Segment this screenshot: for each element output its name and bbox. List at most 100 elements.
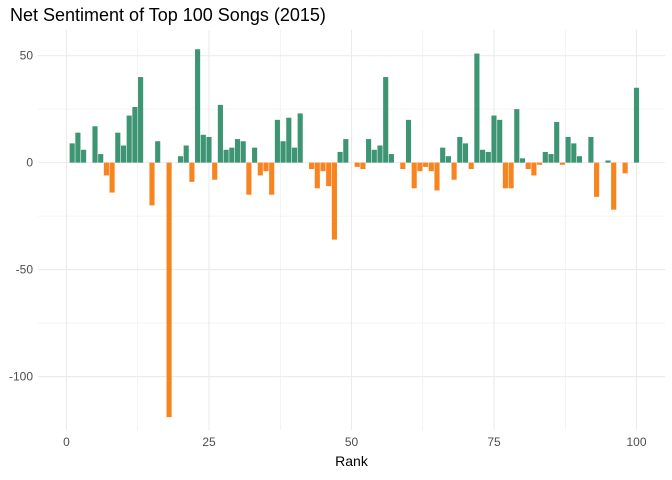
bar-rank-60	[405, 119, 412, 163]
bar-rank-59	[400, 162, 406, 170]
x-tick-label: 0	[63, 435, 70, 449]
bar-rank-15	[149, 162, 155, 206]
bar-rank-54	[371, 149, 377, 163]
bar-rank-33	[252, 147, 258, 163]
bar-rank-87	[559, 162, 565, 165]
bar-rank-74	[485, 151, 491, 163]
bar-rank-28	[223, 149, 229, 163]
bar-rank-24	[200, 134, 206, 163]
bar-rank-95	[605, 160, 611, 163]
bar-rank-18	[166, 162, 172, 418]
bar-rank-49	[343, 139, 349, 163]
bar-rank-73	[480, 149, 486, 163]
bar-rank-65	[434, 162, 440, 191]
bar-rank-39	[286, 117, 292, 163]
bar-rank-32	[246, 162, 252, 195]
bar-rank-22	[189, 162, 195, 182]
chart-title: Net Sentiment of Top 100 Songs (2015)	[10, 5, 326, 25]
bar-rank-82	[531, 162, 537, 176]
grid-lines	[38, 30, 665, 430]
bar-rank-83	[537, 162, 543, 165]
bar-rank-1	[69, 143, 75, 163]
bar-rank-92	[588, 136, 594, 163]
bar-rank-52	[360, 162, 366, 170]
bar-rank-43	[309, 162, 315, 170]
y-axis-tick-labels: 50 0 -50 -100	[9, 49, 33, 384]
bar-rank-38	[280, 141, 286, 163]
bar-rank-9	[115, 132, 121, 163]
bar-rank-8	[109, 162, 115, 193]
bar-rank-96	[611, 162, 617, 210]
bar-rank-61	[411, 162, 417, 189]
bar-rank-100	[633, 87, 640, 163]
bar-rank-5	[92, 126, 98, 163]
bar-rank-29	[229, 147, 235, 163]
x-axis-title: Rank	[335, 453, 369, 469]
bar-rank-23	[195, 49, 201, 163]
x-tick-label: 25	[202, 435, 216, 449]
bar-rank-44	[314, 162, 320, 189]
bar-rank-77	[502, 162, 508, 189]
bar-rank-12	[132, 107, 138, 163]
y-tick-label: 0	[26, 156, 33, 170]
bar-rank-11	[126, 115, 132, 163]
bar-rank-66	[440, 147, 446, 163]
bar-rank-20	[177, 156, 184, 163]
x-axis-tick-labels: 0 25 50 75 100	[63, 435, 647, 449]
bar-rank-40	[291, 147, 298, 163]
bar-rank-26	[212, 162, 218, 180]
bar-rank-35	[263, 162, 269, 172]
bar-rank-98	[622, 162, 628, 174]
bar-rank-46	[326, 162, 332, 187]
bar-rank-2	[75, 132, 81, 163]
bar-rank-57	[388, 154, 394, 163]
bar-rank-55	[377, 145, 383, 163]
bar-rank-70	[462, 143, 469, 163]
bar-rank-75	[491, 115, 497, 163]
bar-rank-69	[457, 136, 463, 163]
bar-rank-51	[354, 162, 360, 167]
bars	[69, 49, 640, 418]
bar-rank-41	[297, 113, 303, 163]
bar-rank-53	[366, 139, 372, 163]
bar-rank-78	[508, 162, 514, 189]
x-tick-label: 100	[626, 435, 646, 449]
y-tick-label: -100	[9, 370, 33, 384]
bar-rank-86	[554, 121, 560, 163]
bar-rank-16	[155, 141, 161, 163]
bar-rank-89	[571, 143, 577, 163]
bar-rank-31	[240, 141, 246, 163]
bar-rank-88	[565, 136, 571, 163]
bar-rank-80	[519, 158, 526, 163]
bar-rank-47	[331, 162, 337, 240]
y-tick-label: 50	[20, 49, 34, 63]
bar-rank-72	[474, 53, 480, 163]
bar-rank-45	[320, 162, 326, 172]
bar-rank-84	[542, 151, 548, 163]
bar-rank-68	[451, 162, 457, 180]
bar-rank-10	[120, 145, 127, 163]
bar-rank-36	[269, 162, 275, 195]
bar-rank-71	[468, 162, 474, 170]
bar-rank-62	[417, 162, 423, 172]
bar-rank-37	[274, 119, 280, 163]
bar-rank-34	[257, 162, 263, 176]
bar-rank-90	[576, 156, 583, 163]
bar-rank-48	[337, 151, 343, 163]
bar-rank-93	[594, 162, 600, 197]
bar-rank-64	[428, 162, 434, 172]
bar-rank-67	[445, 156, 451, 163]
bar-rank-25	[206, 136, 212, 163]
x-tick-label: 50	[345, 435, 359, 449]
bar-rank-30	[234, 139, 241, 163]
bar-rank-85	[548, 154, 554, 163]
bar-rank-3	[81, 149, 87, 163]
bar-rank-6	[98, 154, 104, 163]
bar-rank-76	[497, 119, 503, 163]
x-tick-label: 75	[487, 435, 501, 449]
y-tick-label: -50	[16, 263, 34, 277]
bar-rank-21	[183, 145, 189, 163]
bar-rank-56	[383, 77, 389, 163]
bar-rank-81	[525, 162, 531, 170]
